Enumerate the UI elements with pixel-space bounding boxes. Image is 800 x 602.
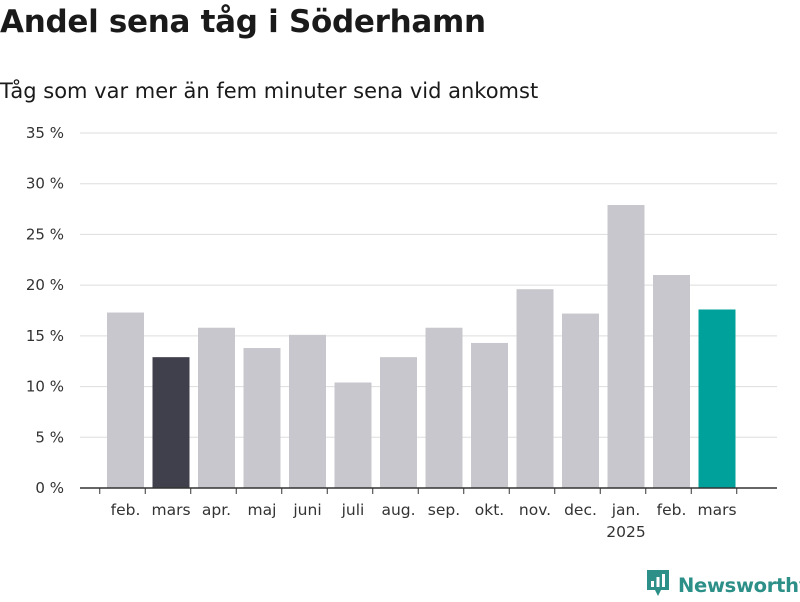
bar bbox=[425, 327, 463, 488]
x-tick-labels: feb. mars apr. maj juni juli aug. sep. okt. nov. d… bbox=[111, 501, 737, 541]
y-tick-label: 20 % bbox=[26, 276, 64, 294]
chart-title: Andel sena tåg i Söderhamn bbox=[0, 4, 486, 40]
bar bbox=[198, 327, 235, 488]
x-tick-label: jan. bbox=[611, 501, 641, 519]
newsworthy-logo-text: Newsworthy bbox=[678, 573, 800, 597]
bar bbox=[334, 382, 372, 488]
y-tick-label: 30 % bbox=[26, 175, 64, 193]
y-tick-label: 35 % bbox=[26, 124, 64, 142]
bar bbox=[380, 357, 417, 488]
x-tick-label: sep. bbox=[428, 501, 460, 519]
bar bbox=[289, 334, 326, 488]
y-tick-label: 15 % bbox=[26, 327, 64, 345]
bar bbox=[152, 357, 190, 488]
y-tick-label: 0 % bbox=[35, 479, 64, 497]
x-tick-label: okt. bbox=[475, 501, 504, 519]
bar bbox=[243, 348, 281, 488]
x-tick-label: dec. bbox=[564, 501, 597, 519]
bar bbox=[653, 275, 690, 488]
y-tick-label: 10 % bbox=[26, 378, 64, 396]
x-tick-label: juni bbox=[292, 501, 321, 519]
x-tick-label: maj bbox=[248, 501, 277, 519]
y-tick-label: 25 % bbox=[26, 225, 64, 243]
x-tick-year-label: 2025 bbox=[606, 523, 645, 541]
x-tick-label: apr. bbox=[202, 501, 231, 519]
x-tick-label: aug. bbox=[381, 501, 415, 519]
newsworthy-logo: Newsworthy bbox=[645, 570, 800, 600]
chart-subtitle: Tåg som var mer än fem minuter sena vid … bbox=[0, 79, 539, 103]
x-tick-label: nov. bbox=[519, 501, 551, 519]
bars bbox=[107, 205, 736, 488]
bar bbox=[107, 312, 144, 488]
bar bbox=[471, 342, 508, 488]
y-tick-labels: 0 % 5 % 10 % 15 % 20 % 25 % 30 % 35 % bbox=[26, 124, 64, 497]
bar bbox=[607, 205, 645, 488]
x-tick-label: feb. bbox=[111, 501, 141, 519]
newsworthy-logo-icon bbox=[645, 568, 671, 602]
bar bbox=[516, 289, 554, 488]
x-tick-label: mars bbox=[151, 501, 190, 519]
x-tick-label: feb. bbox=[657, 501, 687, 519]
bar bbox=[562, 313, 599, 488]
bar bbox=[698, 309, 736, 488]
x-tick-label: juli bbox=[341, 501, 365, 519]
x-axis bbox=[80, 487, 777, 494]
bar-chart: 0 %5 %10 %15 %20 %25 %30 %35 % feb. mars a… bbox=[26, 124, 777, 541]
x-tick-label: mars bbox=[697, 501, 736, 519]
y-tick-label: 5 % bbox=[35, 428, 64, 446]
